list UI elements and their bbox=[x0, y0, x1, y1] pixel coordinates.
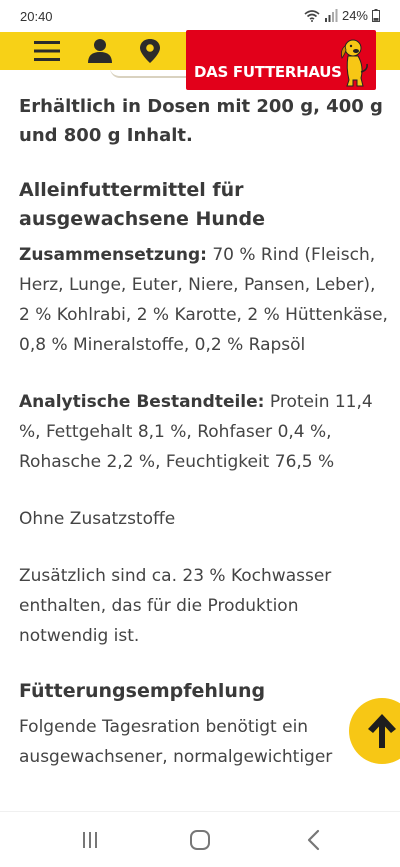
additives-text: Ohne Zusatzstoffe bbox=[19, 509, 176, 529]
heading-feeding-recommendation: Fütterungsempfehlung bbox=[19, 680, 266, 702]
status-icons: 24% bbox=[304, 8, 380, 23]
signal-icon bbox=[324, 9, 338, 22]
brand-logo[interactable]: DAS FUTTERHAUS bbox=[186, 30, 376, 90]
back-icon[interactable] bbox=[300, 826, 328, 854]
analytic-label: Analytische Bestandteile: bbox=[19, 392, 265, 412]
menu-icon[interactable] bbox=[33, 38, 61, 64]
cooking-water-text: Zusätzlich sind ca. 23 % Kochwasser enth… bbox=[19, 566, 332, 646]
wifi-icon bbox=[304, 10, 320, 22]
analytic-text: Protein 11,4 %, Fettgehalt 8,1 %, Rohfas… bbox=[19, 392, 373, 472]
availability-text: Erhältlich in Dosen mit 200 g, 400 g und… bbox=[19, 96, 383, 146]
scroll-to-top-button[interactable] bbox=[349, 698, 400, 764]
status-time: 20:40 bbox=[20, 9, 53, 24]
header-curve-decoration bbox=[110, 68, 230, 78]
system-nav-bar bbox=[0, 811, 400, 867]
composition-paragraph: Zusammensetzung: 70 % Rind (Fleisch, Her… bbox=[19, 240, 389, 360]
user-icon[interactable] bbox=[86, 38, 114, 64]
arrow-up-icon bbox=[368, 714, 396, 748]
home-icon[interactable] bbox=[186, 826, 214, 854]
composition-label: Zusammensetzung: bbox=[19, 245, 207, 265]
dog-mascot-icon bbox=[341, 39, 368, 87]
composition-text: 70 % Rind (Fleisch, Herz, Lunge, Euter, … bbox=[19, 245, 388, 355]
recent-apps-icon[interactable] bbox=[76, 826, 104, 854]
location-icon[interactable] bbox=[136, 38, 164, 64]
battery-percent: 24% bbox=[341, 8, 368, 23]
status-bar: 20:40 24% bbox=[0, 0, 400, 32]
feeding-text: Folgende Tagesration benötigt ein ausgew… bbox=[19, 717, 333, 767]
heading-feed-type: Alleinfuttermittel für ausgewachsene Hun… bbox=[19, 179, 265, 230]
logo-text: DAS FUTTERHAUS bbox=[194, 63, 342, 81]
battery-icon bbox=[372, 9, 380, 22]
product-description: Erhältlich in Dosen mit 200 g, 400 g und… bbox=[19, 92, 389, 772]
analytic-paragraph: Analytische Bestandteile: Protein 11,4 %… bbox=[19, 387, 389, 477]
